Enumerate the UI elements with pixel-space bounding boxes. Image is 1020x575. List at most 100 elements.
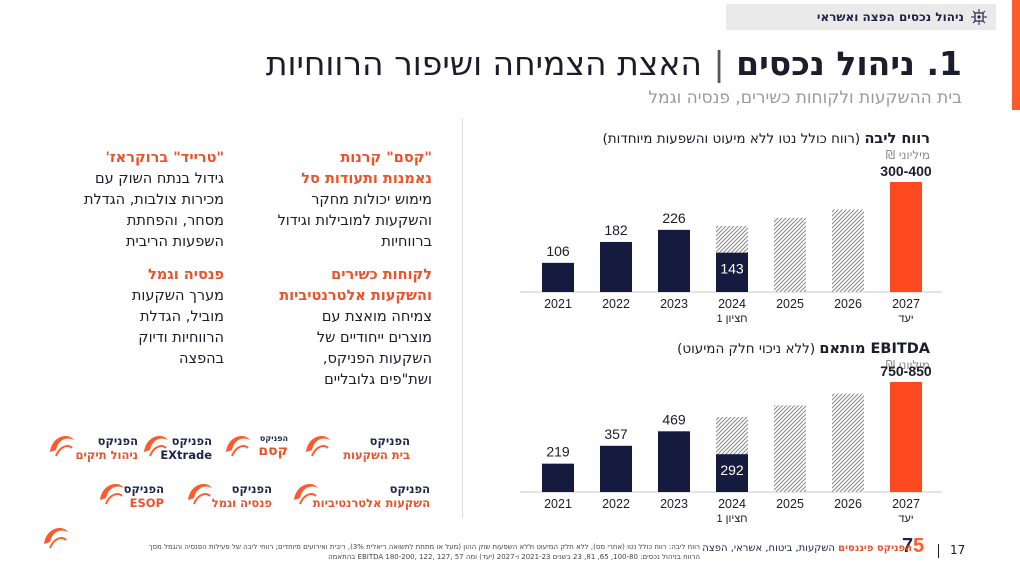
chart2-title: EBITDA מותאם (ללא ניכוי חלק המיעוט) [677, 341, 930, 357]
logo-kesem: הפניקס קסם [222, 430, 288, 472]
trade-head: "טרייד" ברוקראז' [105, 150, 224, 166]
logo-sub: ניהול תיקים [75, 448, 138, 462]
pension-block: פנסיה וגמל מערך השקעות מוביל, הגדלת הרוו… [54, 265, 224, 370]
phoenix-swirl-icon [306, 436, 330, 457]
kesem-line: ברווחיות [381, 234, 432, 250]
category-label: 2026 [834, 297, 862, 311]
chart1-title: רווח ליבה (רווח כולל נטו ללא מיעוט והשפע… [603, 131, 930, 147]
data-label: 143 [720, 261, 744, 277]
logo-alternative: הפניקס השקעות אלטרנטיביות [290, 478, 430, 520]
phoenix-swirl-icon [44, 528, 68, 549]
kesem-head-2: נאמנות ותעודות סל [301, 171, 432, 187]
75-anniversary-logo-icon: 7 5 [902, 535, 924, 557]
logo-sub: קסם [258, 443, 288, 459]
target-bar [890, 382, 922, 492]
category-label: 2026 [834, 497, 862, 511]
projection-bar [774, 217, 806, 292]
page-subtitle: בית ההשקעות ולקוחות כשירים, פנסיה וגמל [648, 88, 962, 108]
page-number: 17 [950, 543, 966, 557]
projection-bar [774, 405, 806, 492]
footnote-line: רווח ליבה: רווח כולל נטו (אחרי מס), ללא … [148, 543, 700, 551]
chart1-title-main: רווח ליבה [864, 131, 930, 147]
logo-brand: הפניקס [123, 482, 164, 496]
category-note: חציון 1 [717, 313, 748, 325]
data-label: 106 [546, 243, 570, 259]
phoenix-swirl-icon [188, 484, 212, 505]
category-label: 2023 [660, 497, 688, 511]
section-label: ניהול נכסים הפצה ואשראי [816, 10, 964, 24]
pension-line: מערך השקעות [131, 288, 224, 304]
data-label: 750-850 [880, 363, 932, 379]
footer-brand-rest: השקעות, ביטוח, אשראי, הפצה [702, 543, 835, 554]
category-label: 2024 [718, 297, 746, 311]
qualified-line: ושת"פים גלובליים [324, 372, 432, 388]
category-label: 2021 [544, 497, 572, 511]
ebitda-chart: 219 2021 357 2022 469 2023 292 2024 חציון 1 2025 2… [520, 363, 942, 525]
data-bar [716, 252, 748, 292]
data-label: 357 [604, 426, 628, 442]
category-label: 2027 [892, 497, 920, 511]
data-bar [658, 431, 690, 492]
chart1-title-note: (רווח כולל נטו ללא מיעוט והשפעות מיוחדות… [602, 131, 861, 147]
projection-bar [832, 393, 864, 492]
vertical-divider [462, 118, 463, 518]
logo-sub: EXtrade [160, 448, 212, 462]
qualified-head-1: לקוחות כשירים [331, 267, 432, 283]
pension-line: הרווחיות ודיוק [138, 330, 224, 346]
chart2-unit: מיליוני ₪ [885, 358, 930, 372]
target-bar [890, 182, 922, 292]
phoenix-swirl-icon [100, 484, 124, 505]
logo-extrade: הפניקס EXtrade [140, 430, 212, 472]
logo-sub: השקעות אלטרנטיביות [312, 496, 430, 510]
qualified-block: לקוחות כשירים והשקעות אלטרנטיביות צמיחה … [242, 265, 432, 391]
category-note: חציון 1 [717, 513, 748, 525]
data-label: 469 [662, 411, 686, 427]
trade-line: השפעות הריבית [125, 234, 224, 250]
qualified-line: מוצרים ייחודיים של [316, 330, 432, 346]
phoenix-swirl-icon [144, 436, 168, 457]
projection-bar [832, 209, 864, 292]
data-bar [658, 229, 690, 292]
chart2-title-note: (ללא ניכוי חלק המיעוט) [677, 341, 816, 357]
trade-line: מסחר, והפחתת [126, 213, 224, 229]
data-label: 292 [720, 462, 744, 478]
category-label: 2027 [892, 297, 920, 311]
footer-brand-bold: הפניקס פיננסים [838, 543, 912, 554]
logo-investment-house: הפניקס בית השקעות [302, 430, 410, 472]
category-label: 2021 [544, 297, 572, 311]
pension-line: מוביל, הגדלת [139, 309, 224, 325]
qualified-head-2: והשקעות אלטרנטיביות [279, 288, 432, 304]
kesem-line: והשקעות למובילות וגידול [277, 213, 432, 229]
trade-line: גידול בנתח השוק עם [94, 171, 224, 187]
trade-line: מכירות צולבות, הגדלת [83, 192, 224, 208]
logo-brand: הפניקס [97, 434, 138, 448]
logo-pension: הפניקס פנסיה וגמל [184, 478, 272, 520]
data-label: 300-400 [880, 163, 932, 179]
logo-brand: הפניקס [259, 434, 288, 443]
chip-icon [971, 9, 987, 25]
phoenix-swirl-icon [50, 436, 74, 457]
logo-esop: הפניקס ESOP [96, 478, 164, 520]
category-label: 2022 [602, 297, 630, 311]
footnote: רווח ליבה: רווח כולל נטו (אחרי מס), ללא … [100, 542, 700, 562]
svg-text:5: 5 [913, 535, 924, 557]
core-profit-chart: 106 2021 182 2022 226 2023 143 2024 חציון 1 2025 2… [520, 163, 942, 325]
data-bar [716, 454, 748, 492]
title-rest: האצת הצמיחה ושיפור הרווחיות [265, 44, 702, 83]
category-note: יעד [898, 313, 913, 325]
pension-line: בהפצה [179, 351, 224, 367]
logo-brand: הפניקס [171, 434, 212, 448]
chart2-title-main: EBITDA מותאם [819, 341, 930, 357]
title-number: 1. ניהול נכסים [736, 44, 962, 83]
logo-sub: ESOP [129, 496, 164, 510]
title-separator: | [713, 44, 725, 83]
kesem-block: "קסם" קרנות נאמנות ותעודות סל מימוש יכול… [242, 148, 432, 253]
data-bar [600, 241, 632, 292]
chart1-unit: מיליוני ₪ [885, 148, 930, 162]
accent-bar [1012, 0, 1020, 110]
data-bar [600, 445, 632, 492]
logo-brand: הפניקס [369, 434, 410, 448]
section-header: ניהול נכסים הפצה ואשראי [726, 4, 996, 30]
kesem-line: מימוש יכולות מחקר [311, 192, 432, 208]
category-label: 2025 [776, 497, 804, 511]
